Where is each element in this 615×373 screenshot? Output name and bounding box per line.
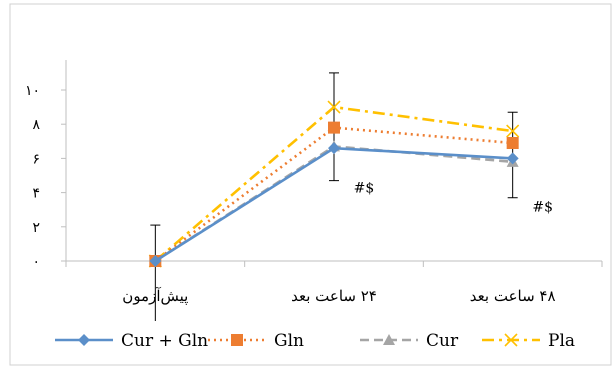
legend: Cur + Gln Gln Cur Pla [55,331,575,351]
legend-label: Pla [548,331,575,351]
y-tick-label: ۴ [32,186,40,202]
annotations: #$ #$ [354,181,553,216]
legend-swatch-marker-b [504,333,518,347]
y-tick-label: ۲ [32,220,40,236]
annotation-label: #$ [354,181,375,197]
legend-swatch-marker [504,333,518,347]
legend-swatch-marker [78,334,90,346]
data-point [506,137,519,150]
data-point [506,152,519,165]
x-tick-label: ۲۴ ساعت بعد [291,287,377,305]
legend-label: Cur + Gln [121,331,208,351]
chart-border [9,3,612,366]
y-tick-label: ۱۰ [25,83,40,99]
data-point [506,124,520,138]
series-lines [148,100,520,268]
data-point-b [506,124,520,138]
data-point [327,100,341,114]
legend-label: Gln [274,331,304,351]
data-point [328,142,340,155]
annotation-label: #$ [532,199,553,215]
data-point-b [327,100,341,114]
legend-swatch-marker [383,334,395,345]
legend-swatch-marker [231,334,243,346]
legend-label: Cur [426,331,459,351]
y-tick-label: ۰ [32,254,40,270]
y-tick-label: ۸ [32,117,40,133]
y-tick-label: ۶ [32,151,40,167]
data-point [149,255,162,267]
x-tick-label: ۴۸ ساعت بعد [470,287,556,305]
data-point [328,121,340,134]
